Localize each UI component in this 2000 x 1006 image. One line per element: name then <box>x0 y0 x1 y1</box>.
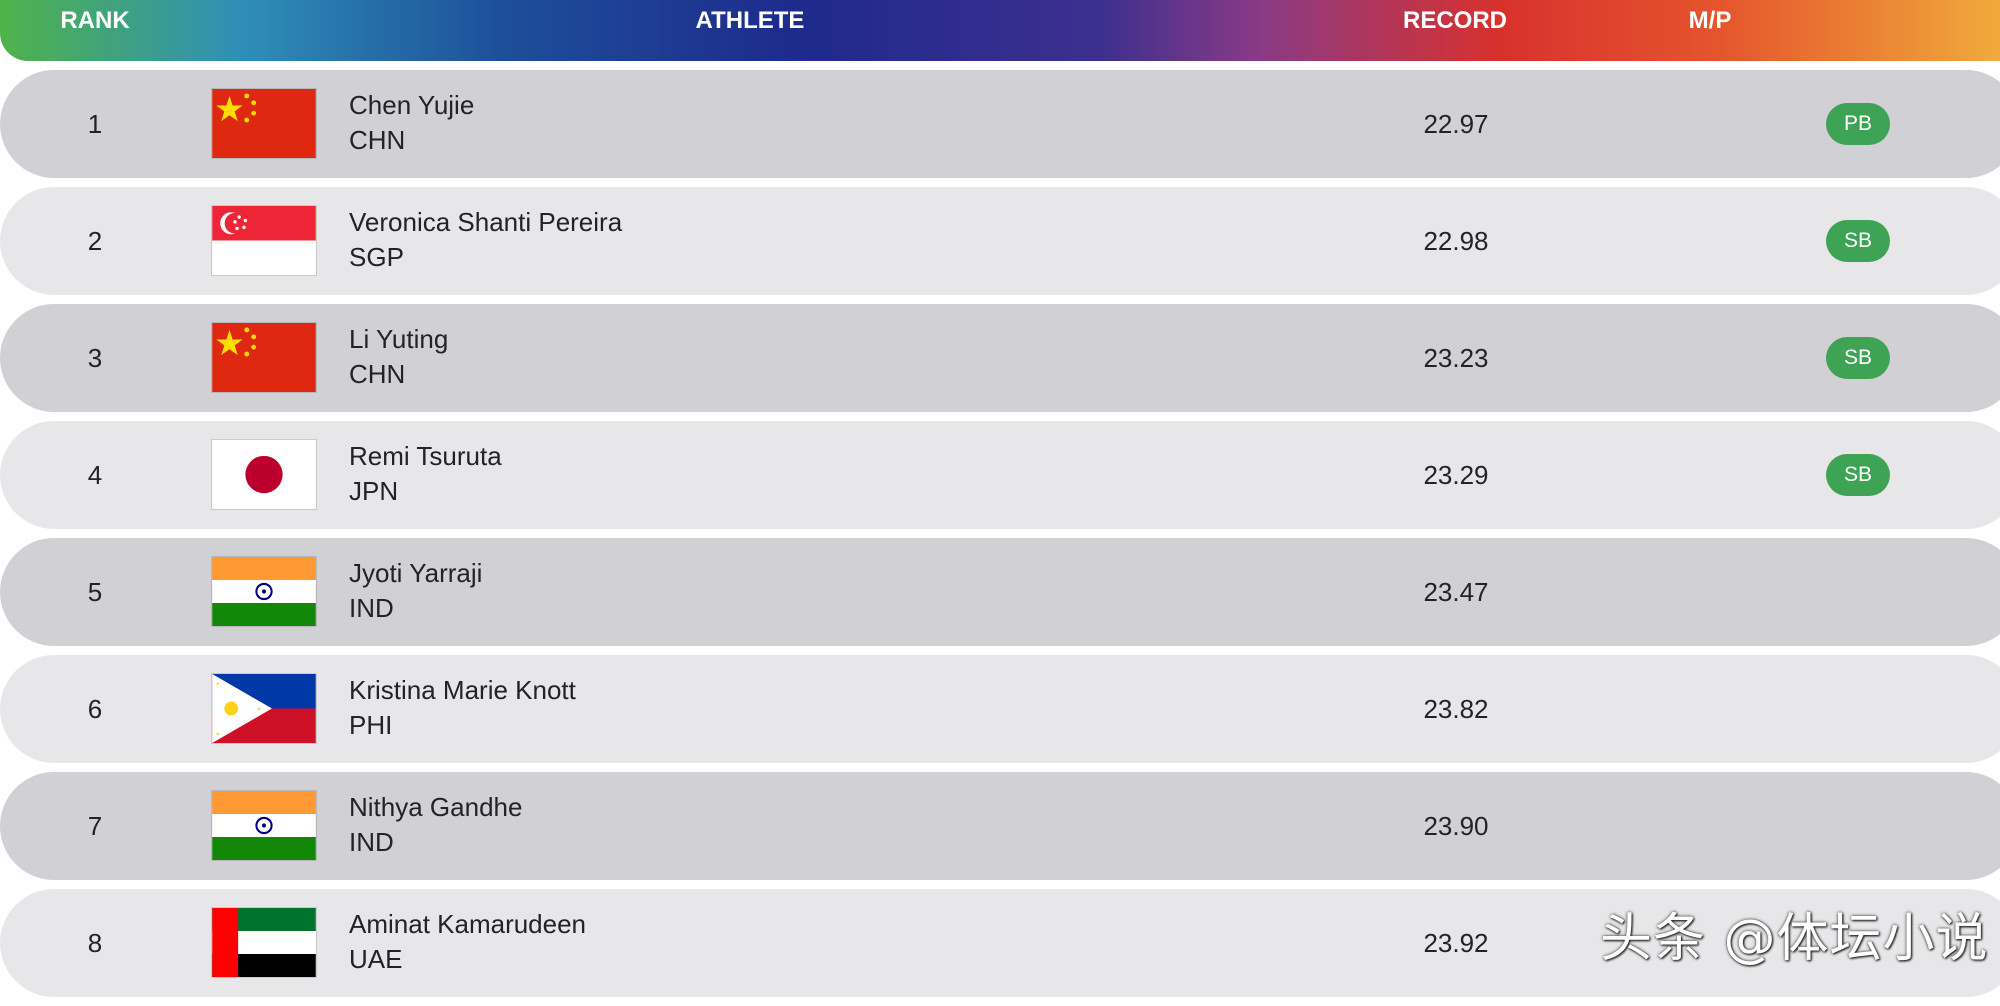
athlete-name: Kristina Marie Knott <box>349 675 576 705</box>
athlete-country: CHN <box>349 359 406 389</box>
rank-cell: 6 <box>87 694 103 724</box>
rank-cell: 3 <box>87 343 103 373</box>
athlete-name: Jyoti Yarraji <box>349 558 483 588</box>
rank-cell: 5 <box>87 577 103 607</box>
athlete-country: IND <box>349 827 394 857</box>
result-row[interactable]: 1 Chen Yujie CHN 22.97 PB <box>0 70 2000 178</box>
result-row[interactable]: 4 Remi Tsuruta JPN 23.29 SB <box>0 421 2000 529</box>
record-time: 23.82 <box>1423 694 1489 724</box>
record-time: 22.98 <box>1423 226 1489 256</box>
athlete-name: Remi Tsuruta <box>349 441 502 471</box>
header-athlete: ATHLETE <box>695 7 805 34</box>
china-flag-icon <box>212 323 316 392</box>
mp-badge: SB <box>1826 454 1890 496</box>
results-header: RANK ATHLETE RECORD M/P <box>0 0 2000 61</box>
singapore-flag-icon <box>212 206 316 275</box>
rank-cell: 2 <box>87 226 103 256</box>
philippines-flag-icon <box>212 674 316 743</box>
rank-cell: 4 <box>87 460 103 490</box>
mp-badge: PB <box>1826 103 1890 145</box>
record-time: 23.23 <box>1423 343 1489 373</box>
result-row[interactable]: 2 Veronica Shanti Pereira SGP 22.98 SB <box>0 187 2000 295</box>
athlete-country: JPN <box>349 476 399 506</box>
header-record: RECORD <box>1402 7 1507 34</box>
header-mp: M/P <box>1688 7 1732 34</box>
rank-cell: 8 <box>87 928 103 958</box>
rank-cell: 7 <box>87 811 103 841</box>
athlete-country: PHI <box>349 710 393 740</box>
record-time: 22.97 <box>1423 109 1489 139</box>
results-list: 1 Chen Yujie CHN 22.97 PB 2 Veronica Sha… <box>0 70 2000 1006</box>
athlete-country: IND <box>349 593 394 623</box>
india-flag-icon <box>212 791 316 860</box>
header-rank: RANK <box>60 7 130 34</box>
india-flag-icon <box>212 557 316 626</box>
athlete-name: Veronica Shanti Pereira <box>349 207 623 237</box>
rank-cell: 1 <box>87 109 103 139</box>
watermark-text: 头条 @体坛小说 <box>1600 909 1989 969</box>
china-flag-icon <box>212 89 316 158</box>
result-row[interactable]: 8 Aminat Kamarudeen UAE 23.92 <box>0 889 2000 997</box>
athlete-country: CHN <box>349 125 406 155</box>
athlete-country: SGP <box>349 242 404 272</box>
result-row[interactable]: 5 Jyoti Yarraji IND 23.47 <box>0 538 2000 646</box>
japan-flag-icon <box>212 440 316 509</box>
athlete-name: Li Yuting <box>349 324 449 354</box>
result-row[interactable]: 3 Li Yuting CHN 23.23 SB <box>0 304 2000 412</box>
uae-flag-icon <box>212 908 316 977</box>
mp-badge: SB <box>1826 337 1890 379</box>
mp-badge: SB <box>1826 220 1890 262</box>
record-time: 23.92 <box>1423 928 1489 958</box>
result-row[interactable]: 6 Kristina Marie Knott PHI 23.82 <box>0 655 2000 763</box>
record-time: 23.47 <box>1423 577 1489 607</box>
athlete-name: Chen Yujie <box>349 90 475 120</box>
record-time: 23.90 <box>1423 811 1489 841</box>
result-row[interactable]: 7 Nithya Gandhe IND 23.90 <box>0 772 2000 880</box>
record-time: 23.29 <box>1423 460 1489 490</box>
athlete-country: UAE <box>349 944 403 974</box>
athlete-name: Aminat Kamarudeen <box>349 909 587 939</box>
athlete-name: Nithya Gandhe <box>349 792 523 822</box>
